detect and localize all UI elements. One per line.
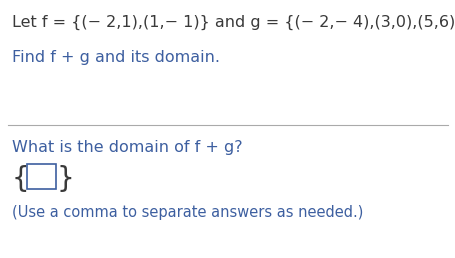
Text: What is the domain of f + g?: What is the domain of f + g? [12, 140, 242, 155]
Text: (Use a comma to separate answers as needed.): (Use a comma to separate answers as need… [12, 205, 363, 220]
Text: Let f = {(− 2,1),(1,− 1)} and g = {(− 2,− 4),(3,0),(5,6)}.: Let f = {(− 2,1),(1,− 1)} and g = {(− 2,… [12, 15, 455, 30]
Text: }: } [57, 165, 75, 193]
Text: Find f + g and its domain.: Find f + g and its domain. [12, 50, 219, 65]
FancyBboxPatch shape [27, 164, 56, 189]
Text: {: { [12, 165, 30, 193]
